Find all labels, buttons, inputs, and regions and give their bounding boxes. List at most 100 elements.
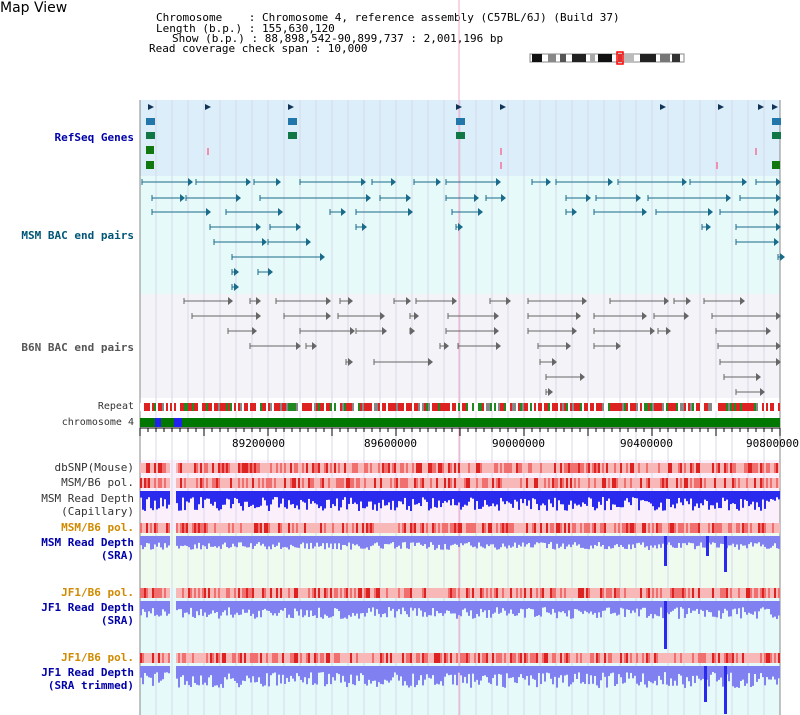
polymorphism-bar [262, 463, 264, 473]
polymorphism-bar [150, 588, 152, 598]
depth-bar [526, 666, 528, 677]
depth-bar [490, 491, 492, 507]
gene-glyph [660, 104, 666, 110]
polymorphism-bar [370, 463, 372, 473]
polymorphism-bar [210, 588, 212, 598]
depth-bar [328, 536, 330, 548]
polymorphism-bar [370, 523, 372, 533]
polymorphism-bar [182, 478, 184, 488]
polymorphism-bar [430, 523, 432, 533]
depth-bar [658, 666, 660, 676]
axis-tick-label: 90400000 [620, 437, 673, 450]
depth-bar [728, 666, 730, 682]
depth-bar [428, 666, 430, 678]
msm-bac-pair [478, 208, 483, 216]
depth-bar [384, 666, 386, 680]
depth-bar [606, 601, 608, 608]
depth-bar [494, 601, 496, 613]
polymorphism-bar [560, 588, 562, 598]
msm-bac-pair [206, 208, 211, 216]
polymorphism-bar [144, 653, 146, 663]
polymorphism-bar [148, 588, 150, 598]
depth-bar [432, 536, 434, 545]
depth-bar [640, 601, 642, 610]
depth-bar [544, 601, 546, 608]
polymorphism-bar [384, 588, 386, 598]
depth-bar [438, 601, 440, 614]
polymorphism-bar [772, 588, 774, 598]
depth-bar [326, 666, 328, 685]
polymorphism-bar [760, 523, 762, 533]
repeat-bar [438, 403, 440, 411]
depth-bar [622, 666, 624, 684]
depth-bar [282, 536, 284, 548]
msm-bac-pair [361, 178, 366, 186]
polymorphism-bar [310, 523, 312, 533]
polymorphism-bar [548, 478, 550, 488]
polymorphism-bar [450, 478, 452, 488]
polymorphism-bar [756, 523, 758, 533]
b6n-bac-pair [414, 312, 419, 320]
depth-bar [710, 601, 712, 613]
polymorphism-bar [384, 463, 386, 473]
b6n-bac-pair [252, 327, 257, 335]
depth-bar [438, 536, 440, 545]
depth-bar [644, 491, 646, 502]
polymorphism-bar [372, 588, 374, 598]
repeat-bar [636, 403, 638, 411]
polymorphism-bar [200, 478, 202, 488]
polymorphism-bar [586, 463, 588, 473]
polymorphism-bar [736, 588, 738, 598]
polymorphism-bar [730, 588, 732, 598]
polymorphism-bar [606, 588, 608, 598]
depth-bar [570, 666, 572, 685]
depth-bar [308, 601, 310, 617]
depth-bar [758, 491, 760, 508]
polymorphism-bar [748, 523, 750, 533]
b6n-bac-pair [572, 327, 577, 335]
polymorphism-bar [276, 588, 278, 598]
polymorphism-bar [450, 463, 452, 473]
depth-bar [318, 666, 320, 673]
depth-bar [146, 491, 148, 500]
depth-bar [184, 491, 186, 511]
repeat-bar [446, 403, 448, 411]
depth-bar [280, 536, 282, 549]
depth-bar [334, 666, 336, 681]
polymorphism-bar [368, 478, 370, 488]
depth-bar [230, 536, 232, 548]
repeat-bar [326, 403, 328, 411]
msm-bac-pair [776, 194, 781, 202]
polymorphism-bar [422, 478, 424, 488]
polymorphism-bar [254, 478, 256, 488]
polymorphism-bar [224, 463, 226, 473]
polymorphism-bar [248, 463, 250, 473]
polymorphism-bar [738, 523, 740, 533]
depth-bar [470, 666, 472, 688]
polymorphism-bar [506, 588, 508, 598]
depth-bar [162, 536, 164, 550]
polymorphism-bar [462, 653, 464, 663]
repeat-bar [674, 403, 676, 411]
polymorphism-bar [266, 478, 268, 488]
polymorphism-bar [356, 478, 358, 488]
depth-bar [222, 666, 224, 688]
repeat-bar [154, 403, 156, 411]
polymorphism-bar [712, 478, 714, 488]
polymorphism-bar [680, 588, 682, 598]
depth-bar [680, 491, 682, 503]
polymorphism-bar [354, 523, 356, 533]
depth-bar [746, 666, 748, 684]
repeat-bar [234, 403, 236, 411]
depth-bar [180, 491, 182, 511]
depth-bar [704, 536, 706, 548]
depth-bar [160, 601, 162, 616]
repeat-bar [766, 403, 768, 411]
polymorphism-bar [520, 523, 522, 533]
polymorphism-bar [230, 588, 232, 598]
depth-bar [496, 666, 498, 686]
depth-bar [424, 536, 426, 545]
depth-bar [234, 536, 236, 547]
depth-bar [532, 601, 534, 610]
